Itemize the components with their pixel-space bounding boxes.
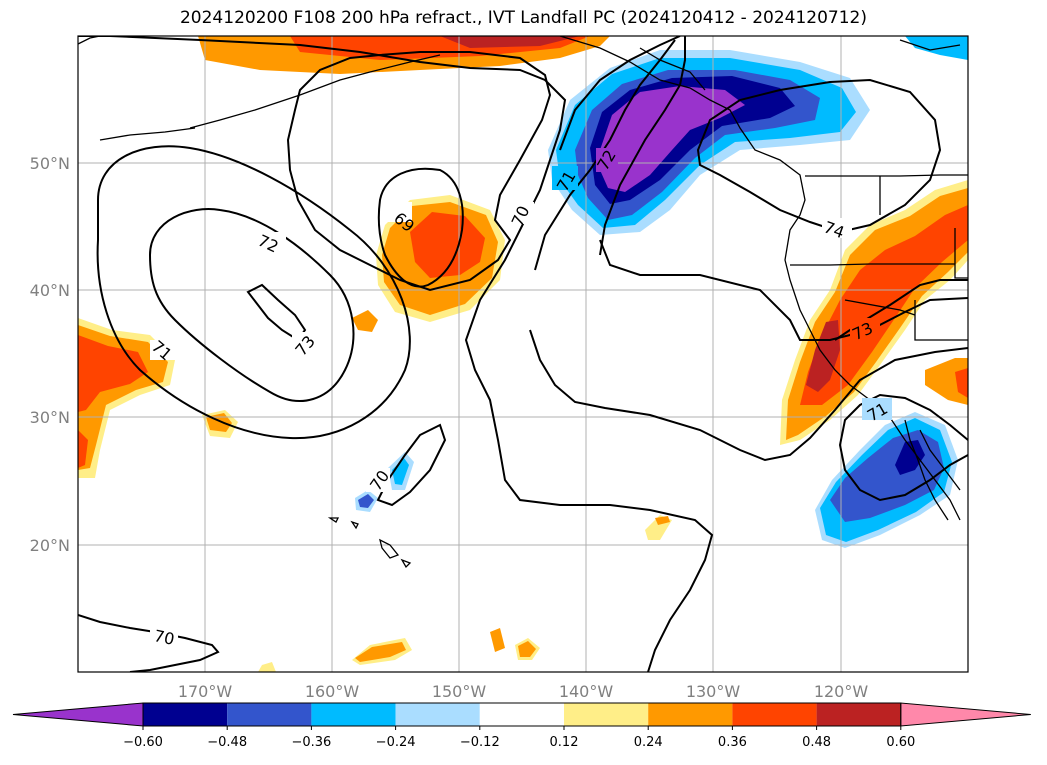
colorbar-segment (311, 703, 396, 726)
longitude-labels: 170°W 160°W 150°W 140°W 130°W 120°W (178, 682, 869, 701)
colorbar-segment (816, 703, 901, 726)
colorbar-tick-label: 0.12 (550, 735, 579, 750)
colorbar-extend-low (12, 702, 144, 727)
lat-label-50: 50°N (30, 154, 70, 173)
colorbar-extend-high (900, 702, 1031, 727)
colorbar-tick-label: −0.36 (291, 735, 331, 750)
colorbar-segment (395, 703, 480, 726)
lon-label-160w: 160°W (305, 682, 360, 701)
colorbar: −0.60 −0.48 −0.36 −0.24 −0.12 0.12 0.24 0.36 0.4… (12, 702, 1031, 750)
contour-70-inner (286, 51, 552, 292)
colorbar-tick-label: 0.36 (718, 735, 747, 750)
colorbar-tick-label: 0.24 (634, 735, 663, 750)
contour-70-main (78, 36, 714, 672)
colorbar-segment (143, 703, 228, 726)
colorbar-segment (564, 703, 649, 726)
colorbar-segment (227, 703, 312, 726)
contour-71-east (534, 39, 676, 271)
contour-69 (377, 167, 464, 288)
contour-label: 70 (152, 626, 176, 649)
lat-label-40: 40°N (30, 281, 70, 300)
lon-label-150w: 150°W (432, 682, 487, 701)
lat-label-20: 20°N (30, 536, 70, 555)
map-frame (77, 35, 969, 673)
contour-70-south (78, 614, 220, 672)
contour-70-hawaii (376, 423, 447, 507)
lat-label-30: 30°N (30, 408, 70, 427)
refractivity-contours (78, 36, 968, 672)
map-title: 2024120200 F108 200 hPa refract., IVT La… (179, 8, 867, 28)
lon-label-120w: 120°W (814, 682, 869, 701)
colorbar-segment (479, 703, 564, 726)
contour-71-east-loop (529, 329, 968, 462)
lon-label-130w: 130°W (686, 682, 741, 701)
colorbar-tick-label: −0.48 (207, 735, 247, 750)
lon-label-140w: 140°W (559, 682, 614, 701)
colorbar-tick-label: −0.60 (123, 735, 163, 750)
colorbar-tick-label: 0.48 (802, 735, 831, 750)
coastlines (78, 36, 968, 569)
contour-72-east-2 (599, 239, 968, 341)
contour-72-east (599, 36, 686, 256)
contour-71-western (96, 145, 411, 440)
contour-74 (696, 78, 942, 234)
contour-71-central (559, 36, 681, 151)
colorbar-tick-label: −0.24 (376, 735, 416, 750)
colorbar-tick-label: 0.60 (886, 735, 915, 750)
colorbar-frame (142, 702, 902, 727)
colorbar-segment (732, 703, 817, 726)
contour-72-western (148, 208, 355, 402)
latitude-labels: 50°N 40°N 30°N 20°N (30, 154, 70, 555)
lon-label-170w: 170°W (178, 682, 233, 701)
map-gridlines (78, 36, 968, 672)
contour-71-baja (838, 393, 968, 502)
colorbar-segment (648, 703, 733, 726)
map-plot: 69 70 70 70 71 71 71 72 72 73 73 74 (78, 36, 968, 672)
colorbar-tick-label: −0.12 (460, 735, 500, 750)
